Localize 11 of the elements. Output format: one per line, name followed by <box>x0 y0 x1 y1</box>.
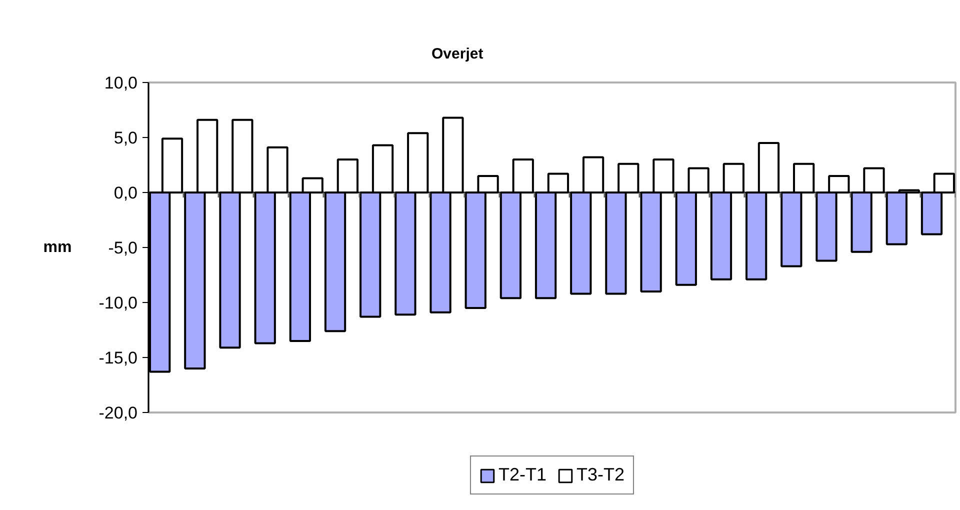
legend-label: T3-T2 <box>576 464 625 486</box>
y-tick-label: -15,0 <box>98 348 138 368</box>
y-tick-label: 0,0 <box>114 184 138 202</box>
y-tick-label: -20,0 <box>98 404 138 422</box>
y-tick-label: -10,0 <box>98 294 138 312</box>
y-tick-label: 5,0 <box>114 128 138 148</box>
y-tick-label: 10,0 <box>104 74 138 92</box>
y-axis-title: mm <box>43 239 72 256</box>
legend-label: T2-T1 <box>498 464 546 486</box>
y-tick-label: -5,0 <box>108 238 138 258</box>
chart-title: Overjet <box>432 46 484 62</box>
